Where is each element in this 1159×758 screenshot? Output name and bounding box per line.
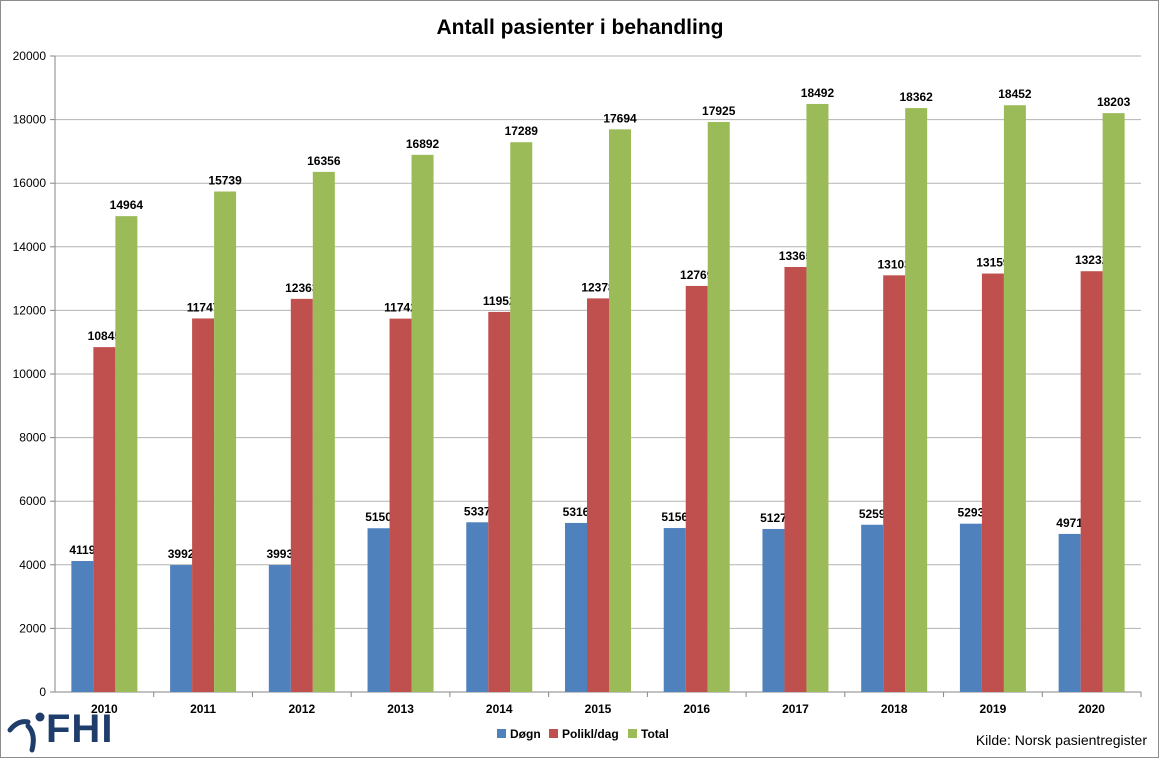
data-label: 17289 [505, 124, 539, 138]
data-label: 14964 [110, 198, 144, 212]
x-tick-label: 2015 [585, 702, 612, 716]
y-tick-label: 10000 [13, 367, 47, 381]
bar-polikl-dag-2013 [389, 318, 412, 692]
bar-polikl-dag-2016 [685, 285, 708, 692]
bar-total-2015 [609, 129, 631, 692]
data-label: 13103 [877, 257, 911, 271]
data-label: 3992 [168, 547, 195, 561]
bar-d-gn-2014 [466, 522, 489, 692]
data-label: 12769 [680, 268, 714, 282]
bar-total-2017 [806, 103, 829, 692]
y-tick-label: 8000 [19, 431, 46, 445]
bar-d-gn-2017 [762, 528, 785, 692]
x-tick-label: 2013 [387, 702, 414, 716]
bar-d-gn-2012 [268, 565, 291, 692]
data-label: 18203 [1097, 95, 1131, 109]
y-tick-label: 20000 [13, 49, 47, 63]
data-label: 11747 [187, 300, 220, 314]
data-label: 5156 [661, 510, 688, 524]
legend-label: Døgn [510, 727, 541, 741]
data-label: 11742 [384, 301, 417, 315]
x-tick-label: 2018 [881, 702, 908, 716]
bar-polikl-dag-2018 [883, 275, 906, 692]
legend-swatch [628, 729, 637, 738]
bar-total-2012 [312, 171, 335, 692]
x-tick-label: 2010 [91, 702, 118, 716]
data-label: 12378 [581, 280, 615, 294]
data-label: 15739 [208, 173, 242, 187]
bar-total-2020 [1102, 113, 1125, 693]
bar-d-gn-2013 [367, 528, 390, 692]
data-label: 5127 [760, 511, 787, 525]
data-label: 10845 [88, 329, 122, 343]
y-tick-label: 14000 [13, 240, 47, 254]
bar-d-gn-2010 [71, 561, 94, 692]
data-label: 5259 [859, 507, 886, 521]
data-label: 18362 [899, 90, 933, 104]
data-label: 5337 [464, 504, 491, 518]
data-label: 4119 [69, 543, 95, 557]
bar-total-2018 [905, 108, 928, 693]
bar-d-gn-2020 [1058, 533, 1081, 692]
x-tick-label: 2020 [1078, 702, 1105, 716]
data-label: 17925 [702, 104, 736, 118]
data-label: 18492 [801, 86, 835, 100]
legend-swatch [549, 729, 558, 738]
bar-total-2010 [115, 216, 138, 692]
data-label: 5316 [563, 505, 590, 519]
data-label: 13159 [976, 256, 1010, 270]
data-label: 3993 [266, 547, 293, 561]
bar-d-gn-2016 [663, 528, 686, 692]
y-tick-label: 12000 [13, 303, 47, 317]
bar-d-gn-2015 [565, 522, 587, 692]
data-label: 17694 [603, 111, 637, 125]
bar-polikl-dag-2012 [290, 298, 313, 692]
x-tick-label: 2012 [288, 702, 315, 716]
fhi-logo-text: FHI [46, 707, 114, 751]
data-label: 12363 [285, 281, 319, 295]
y-tick-label: 4000 [19, 558, 46, 572]
bar-polikl-dag-2010 [93, 347, 116, 692]
data-label: 4971 [1056, 516, 1083, 530]
chart-title: Antall pasienter i behandling [436, 16, 723, 39]
y-tick-label: 16000 [13, 176, 47, 190]
bar-total-2011 [214, 191, 237, 692]
bar-total-2013 [411, 154, 434, 692]
y-tick-label: 2000 [19, 621, 46, 635]
bar-polikl-dag-2017 [784, 266, 807, 692]
y-tick-label: 0 [39, 685, 46, 699]
x-tick-label: 2019 [980, 702, 1007, 716]
bar-polikl-dag-2020 [1080, 271, 1103, 692]
data-label: 16892 [406, 137, 440, 151]
data-label: 16356 [307, 154, 341, 168]
legend-label: Polikl/dag [562, 727, 619, 741]
data-label: 13232 [1075, 253, 1109, 267]
bar-total-2016 [707, 121, 730, 693]
x-tick-label: 2016 [683, 702, 710, 716]
bar-polikl-dag-2015 [587, 298, 609, 692]
x-tick-label: 2014 [486, 702, 513, 716]
data-label: 5150 [365, 510, 392, 524]
bar-d-gn-2019 [959, 523, 982, 692]
data-label: 18452 [998, 87, 1032, 101]
x-tick-label: 2017 [782, 702, 809, 716]
y-tick-label: 18000 [13, 113, 47, 127]
bar-polikl-dag-2014 [488, 311, 511, 692]
fhi-logo-icon [7, 712, 45, 753]
data-label: 13365 [779, 249, 813, 263]
x-tick-label: 2011 [190, 702, 216, 716]
bar-total-2014 [510, 142, 533, 693]
bar-total-2019 [1003, 105, 1026, 693]
legend-label: Total [641, 727, 669, 741]
bar-d-gn-2018 [861, 524, 884, 692]
legend-swatch [497, 729, 506, 738]
bar-polikl-dag-2011 [192, 318, 215, 692]
data-label: 5293 [958, 506, 985, 520]
bar-polikl-dag-2019 [981, 273, 1004, 692]
y-tick-label: 6000 [19, 494, 46, 508]
source-note: Kilde: Norsk pasientregister [975, 732, 1147, 748]
data-label: 11952 [483, 294, 516, 308]
bar-d-gn-2011 [170, 565, 193, 692]
